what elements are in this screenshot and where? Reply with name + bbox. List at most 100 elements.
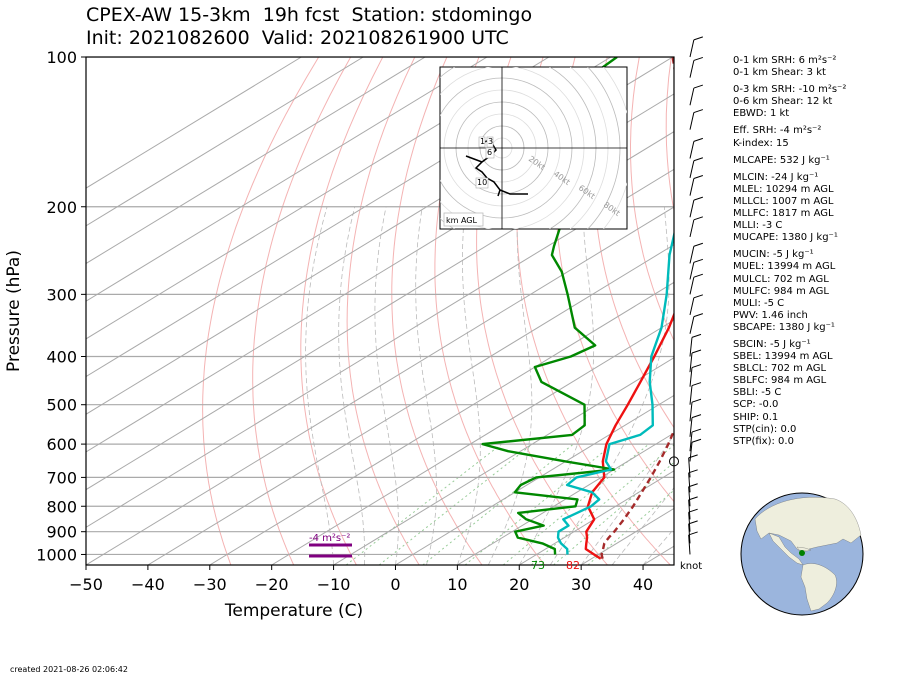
param-line: Eff. SRH: -4 m²s⁻² bbox=[733, 125, 822, 137]
param-line: SCP: -0.0 bbox=[733, 399, 779, 411]
calm-wind-circle bbox=[669, 456, 679, 467]
wind-barb bbox=[689, 178, 695, 196]
wind-barb-flag bbox=[688, 531, 698, 536]
wind-barb bbox=[688, 534, 691, 555]
x-tick-label: −50 bbox=[69, 575, 103, 594]
param-line: MUCIN: -5 J kg⁻¹ bbox=[733, 249, 814, 261]
param-line: MLCAPE: 532 J kg⁻¹ bbox=[733, 154, 830, 166]
hodograph-legend-box bbox=[443, 212, 484, 227]
moist-adiabat bbox=[642, 528, 674, 565]
chart-title-line1: CPEX-AW 15-3km 19h fcst Station: stdomin… bbox=[86, 4, 533, 26]
isotherm bbox=[86, 206, 674, 565]
wind-barb-flag bbox=[688, 508, 698, 513]
hodograph-legend: km AGL bbox=[446, 216, 478, 225]
moist-adiabat bbox=[611, 487, 674, 565]
param-line: SBEL: 13994 m AGL bbox=[733, 351, 833, 363]
param-line: SBCIN: -5 J kg⁻¹ bbox=[733, 338, 811, 350]
globe-land-caribbean bbox=[796, 546, 812, 552]
hodograph-height-box bbox=[478, 136, 486, 148]
wind-barb bbox=[689, 87, 695, 106]
isotherm bbox=[86, 131, 674, 491]
wind-barb-flag bbox=[693, 137, 704, 142]
mixing-ratio-line bbox=[345, 443, 502, 565]
wind-barbs bbox=[669, 36, 704, 565]
param-line: 0-1 km SRH: 6 m²s⁻² bbox=[733, 55, 837, 66]
wind-barb bbox=[689, 297, 695, 316]
isotherm bbox=[86, 57, 488, 302]
wind-barb-flag bbox=[693, 56, 704, 61]
wind-barb bbox=[689, 432, 693, 452]
hodograph-height-label: 10 bbox=[477, 178, 487, 187]
param-line: 0-3 km SRH: -10 m²s⁻² bbox=[733, 84, 847, 96]
sounding-parameters: 0-1 km SRH: 6 m²s⁻² 0-1 km Shear: 3 kt 0-3… bbox=[733, 55, 847, 449]
wind-barb bbox=[689, 352, 693, 373]
param-line: SBCAPE: 1380 J kg⁻¹ bbox=[733, 321, 835, 333]
wind-barb bbox=[689, 200, 695, 218]
moist-adiabat bbox=[580, 433, 674, 565]
hodograph-trace bbox=[465, 139, 528, 197]
param-line: 0-1 km Shear: 3 kt bbox=[733, 67, 826, 79]
y-tick-label: 200 bbox=[46, 198, 77, 217]
chart-title-line2: Init: 2021082600 Valid: 202108261900 UTC bbox=[86, 27, 509, 49]
isotherm bbox=[86, 57, 302, 189]
wind-barb-flag bbox=[688, 454, 698, 459]
moist-adiabat bbox=[518, 206, 595, 565]
wind-barb bbox=[689, 442, 693, 462]
param-line: MLLFC: 1817 m AGL bbox=[733, 208, 834, 220]
x-tick-label: 40 bbox=[633, 575, 653, 594]
y-tick-label: 900 bbox=[46, 523, 77, 542]
created-timestamp: created 2021-08-26 02:06:42 bbox=[10, 665, 128, 674]
surface-temperature-label: 82 bbox=[566, 559, 580, 572]
wind-barb-flag bbox=[691, 333, 702, 338]
wind-barb bbox=[688, 523, 691, 544]
wind-barb-flag bbox=[693, 294, 704, 299]
param-line: MUEL: 13994 m AGL bbox=[733, 261, 836, 273]
param-line: MULFC: 984 m AGL bbox=[733, 285, 829, 297]
y-tick-label: 100 bbox=[46, 48, 77, 67]
dry-adiabat bbox=[346, 57, 420, 565]
wind-barb-flag bbox=[693, 84, 704, 89]
wind-barb-flag bbox=[693, 313, 704, 318]
wind-barb bbox=[688, 457, 691, 478]
wind-barb bbox=[689, 160, 695, 179]
wind-barb-flag bbox=[691, 364, 702, 369]
mixing-ratio-line bbox=[553, 461, 674, 565]
y-tick-label: 800 bbox=[46, 497, 77, 516]
wind-barb bbox=[688, 472, 691, 493]
isotherm bbox=[86, 57, 550, 340]
dry-adiabat bbox=[864, 57, 906, 565]
y-tick-label: 300 bbox=[46, 285, 77, 304]
dry-adiabat bbox=[300, 57, 384, 565]
wind-barb-flag bbox=[693, 242, 704, 247]
wind-barb bbox=[689, 112, 695, 130]
wind-barb-flag bbox=[688, 469, 698, 474]
axes: −50 −40 −30 −20 −10 0 10 20 30 40 100 200 300 400 500 6… bbox=[4, 48, 675, 621]
wind-barb bbox=[689, 262, 695, 280]
param-line: MULCL: 702 m AGL bbox=[733, 273, 829, 285]
hodograph-height-box bbox=[475, 177, 489, 189]
dry-adiabat bbox=[555, 57, 674, 503]
param-line: MLLI: -3 C bbox=[733, 220, 783, 232]
x-tick-label: −40 bbox=[131, 575, 165, 594]
wind-barb bbox=[689, 337, 693, 357]
wind-barb bbox=[689, 277, 695, 295]
isotherm bbox=[86, 57, 426, 265]
param-line: SBLI: -5 C bbox=[733, 387, 782, 399]
dry-adiabat bbox=[434, 57, 546, 565]
surface-dewpoint-label: 73 bbox=[531, 559, 545, 572]
param-line: K-index: 15 bbox=[733, 137, 789, 149]
moist-adiabat bbox=[305, 206, 334, 565]
y-axis-label: Pressure (hPa) bbox=[4, 250, 24, 372]
param-line: SBLFC: 984 m AGL bbox=[733, 375, 827, 387]
wind-barb bbox=[689, 417, 693, 437]
wind-barb-flag bbox=[691, 382, 702, 387]
wind-barb-flag bbox=[693, 216, 704, 221]
param-line: SBLCL: 702 m AGL bbox=[733, 363, 827, 375]
x-tick-label: 10 bbox=[447, 575, 467, 594]
isotherm bbox=[519, 470, 674, 565]
dry-adiabat bbox=[202, 57, 320, 565]
mixing-ratio-line bbox=[422, 443, 574, 565]
